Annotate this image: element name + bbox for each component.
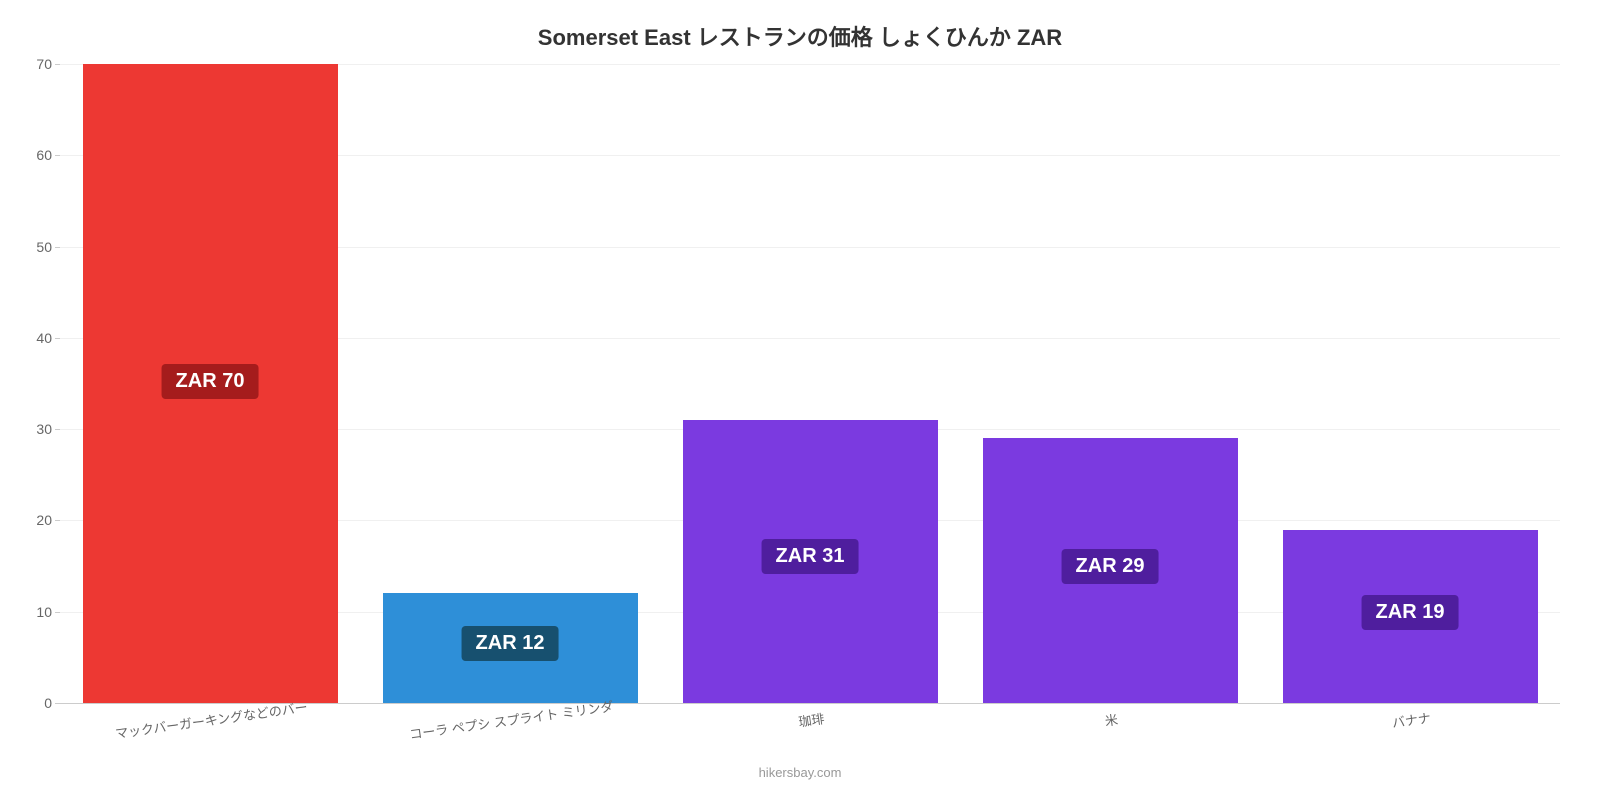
value-badge: ZAR 31 <box>762 539 859 574</box>
bar-slot: ZAR 70 <box>60 64 360 703</box>
bar: ZAR 29 <box>983 438 1238 703</box>
x-label-slot: 米 <box>960 710 1260 760</box>
value-badge: ZAR 12 <box>462 626 559 661</box>
chart-container: Somerset East レストランの価格 しょくひんか ZAR 0 10 20 3… <box>10 20 1590 780</box>
x-label-slot: コーラ ペプシ スプライト ミリンダ <box>360 710 660 760</box>
bar-slot: ZAR 29 <box>960 64 1260 703</box>
value-badge: ZAR 19 <box>1362 595 1459 630</box>
x-axis-label: 珈琲 <box>797 708 825 730</box>
bars-row: ZAR 70 ZAR 12 ZAR 31 ZAR 29 ZAR 19 <box>60 64 1560 703</box>
chart-title: Somerset East レストランの価格 しょくひんか ZAR <box>10 20 1590 52</box>
y-tick-label: 0 <box>44 695 52 711</box>
x-axis-labels: マックバーガーキングなどのバーコーラ ペプシ スプライト ミリンダ 珈琲 米 バナナ <box>60 710 1560 760</box>
value-badge: ZAR 29 <box>1062 549 1159 584</box>
value-badge: ZAR 70 <box>162 364 259 399</box>
bar: ZAR 19 <box>1283 530 1538 703</box>
y-tick-label: 30 <box>36 421 52 437</box>
y-tick-label: 20 <box>36 512 52 528</box>
bar: ZAR 12 <box>383 593 638 703</box>
x-label-slot: マックバーガーキングなどのバー <box>60 710 360 760</box>
y-tick-label: 50 <box>36 239 52 255</box>
y-tick-label: 40 <box>36 330 52 346</box>
y-tick-mark <box>55 703 60 704</box>
y-tick-label: 60 <box>36 147 52 163</box>
bar-slot: ZAR 12 <box>360 64 660 703</box>
bar: ZAR 31 <box>683 420 938 703</box>
bar-slot: ZAR 19 <box>1260 64 1560 703</box>
bar-slot: ZAR 31 <box>660 64 960 703</box>
attribution-text: hikersbay.com <box>759 765 842 780</box>
x-axis-label: バナナ <box>1391 707 1432 731</box>
x-axis-label: 米 <box>1104 709 1120 730</box>
x-label-slot: 珈琲 <box>660 710 960 760</box>
plot-area: 010203040506070 ZAR 70ZAR 12ZAR 31ZAR 29… <box>60 64 1560 704</box>
y-tick-label: 70 <box>36 56 52 72</box>
bar: ZAR 70 <box>83 64 338 703</box>
x-label-slot: バナナ <box>1260 710 1560 760</box>
y-tick-label: 10 <box>36 604 52 620</box>
